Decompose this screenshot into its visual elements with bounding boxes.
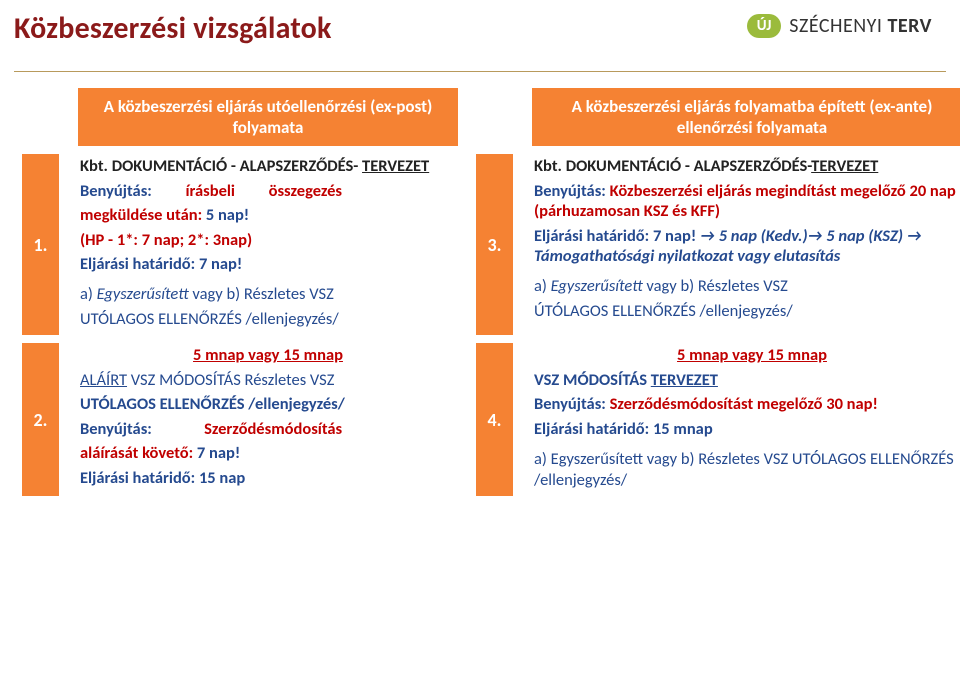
r2l-szerz: Szerződésmódosítás: [204, 419, 342, 439]
r2r-beny: Benyújtás:: [534, 394, 606, 414]
r1r-arr2: →: [808, 226, 823, 246]
header-spacer-left: [22, 88, 60, 146]
r1r-vagy: vagy b) Részletes VSZ: [646, 276, 787, 296]
logo-text-bold: TERV: [888, 14, 933, 38]
r2l-beny: Benyújtás:: [80, 419, 152, 439]
r1l-ossz: összegezés: [269, 181, 342, 201]
r1r-5kedv: 5 nap (Kedv.): [719, 226, 808, 246]
r2r-elj: Eljárási határidő: 15 mnap: [534, 419, 713, 439]
cell-r1-left: Kbt. DOKUMENTÁCIÓ - ALAPSZERZŐDÉS- TERVE…: [78, 154, 458, 335]
r2l-utol: UTÓLAGOS ELLENŐRZÉS /ellenjegyzés/: [80, 394, 345, 414]
cell-r2-right: 5 mnap vagy 15 mnap VSZ MÓDOSÍTÁS TERVEZ…: [532, 343, 960, 496]
r1l-beny: Benyújtás:: [80, 181, 152, 201]
r1r-arr3: →: [907, 226, 922, 246]
r1r-beny: Benyújtás:: [534, 181, 606, 201]
row-number-1: 1.: [22, 154, 60, 335]
r1l-egy: Egyszerűsített: [97, 284, 189, 304]
r2r-terv: TERVEZET: [651, 370, 718, 390]
r1r-egy: Egyszerűsített: [551, 276, 643, 296]
r2r-5mnap: 5 mnap vagy 15 mnap: [677, 345, 827, 365]
logo-badge: ÚJ: [747, 14, 782, 38]
r1l-elj: Eljárási határidő: 7 nap!: [80, 254, 242, 274]
r2l-vsz: VSZ MÓDOSÍTÁS Részletes VSZ: [127, 370, 334, 390]
page-title: Közbeszerzési vizsgálatok: [14, 10, 332, 47]
r1r-5ksz: 5 nap (KSZ): [826, 226, 903, 246]
r1r-doc: DOKUMENTÁCIÓ - ALAPSZERZŐDÉS-: [566, 156, 811, 176]
logo-text: SZÉCHENYI TERV: [789, 14, 932, 38]
divider-line: [14, 71, 946, 72]
r1l-doc: DOKUMENTÁCIÓ - ALAPSZERZŐDÉS-: [112, 156, 359, 176]
r2l-5mnap: 5 mnap vagy 15 mnap: [193, 345, 343, 365]
r1l-vagy: vagy b) Részletes VSZ: [192, 284, 333, 304]
r1l-terv: TERVEZET: [362, 156, 429, 176]
header: Közbeszerzési vizsgálatok ÚJ SZÉCHENYI T…: [0, 0, 960, 47]
r1l-a: a): [80, 284, 93, 304]
r1r-elj: Eljárási határidő: 7 nap!: [534, 226, 696, 246]
cell-r1-right: Kbt. DOKUMENTÁCIÓ - ALAPSZERZŐDÉS-TERVEZ…: [532, 154, 960, 335]
r1r-a: a): [534, 276, 547, 296]
logo-text-thin: SZÉCHENYI: [789, 14, 882, 38]
row-number-4: 4.: [476, 343, 514, 496]
r1l-kbt: Kbt.: [80, 156, 108, 176]
col-header-right: A közbeszerzési eljárás folyamatba építe…: [532, 88, 960, 146]
r2r-utol: a) Egyszerűsített vagy b) Részletes VSZ …: [534, 449, 954, 489]
r1r-tamog: Támogathatósági nyilatkozat vagy elutasí…: [534, 246, 840, 266]
row-number-2: 2.: [22, 343, 60, 496]
cell-r2-left: 5 mnap vagy 15 mnap ALÁÍRT VSZ MÓDOSÍTÁS…: [78, 343, 458, 496]
r2l-alairas: aláírását követő:: [80, 443, 193, 463]
r2l-elj: Eljárási határidő: 15 nap: [80, 468, 245, 488]
r1r-utol: ÚTÓLAGOS ELLENŐRZÉS /ellenjegyzés/: [534, 301, 793, 321]
r2l-7nap: 7 nap!: [197, 443, 240, 463]
r1l-megk: megküldése után:: [80, 205, 202, 225]
r1r-terv: TERVEZET: [811, 156, 878, 176]
r1r-kbt: Kbt.: [534, 156, 562, 176]
r1l-irasbeli: írásbeli: [185, 181, 235, 201]
logo: ÚJ SZÉCHENYI TERV: [747, 14, 932, 38]
r1r-arr1: →: [700, 226, 715, 246]
r1l-hp: (HP - 1*: 7 nap; 2*: 3nap): [80, 230, 252, 250]
col-header-left: A közbeszerzési eljárás utóellenőrzési (…: [78, 88, 458, 146]
header-spacer-right: [476, 88, 514, 146]
r2l-alairt: ALÁÍRT: [80, 370, 127, 390]
r2r-vsz: VSZ MÓDOSÍTÁS: [534, 370, 651, 390]
row-number-3: 3.: [476, 154, 514, 335]
r1l-utol: UTÓLAGOS ELLENŐRZÉS /ellenjegyzés/: [80, 309, 339, 329]
r2r-szerz: Szerződésmódosítást megelőző 30 nap!: [610, 394, 878, 414]
content-grid: A közbeszerzési eljárás utóellenőrzési (…: [0, 84, 960, 496]
r1l-5nap: 5 nap!: [206, 205, 249, 225]
